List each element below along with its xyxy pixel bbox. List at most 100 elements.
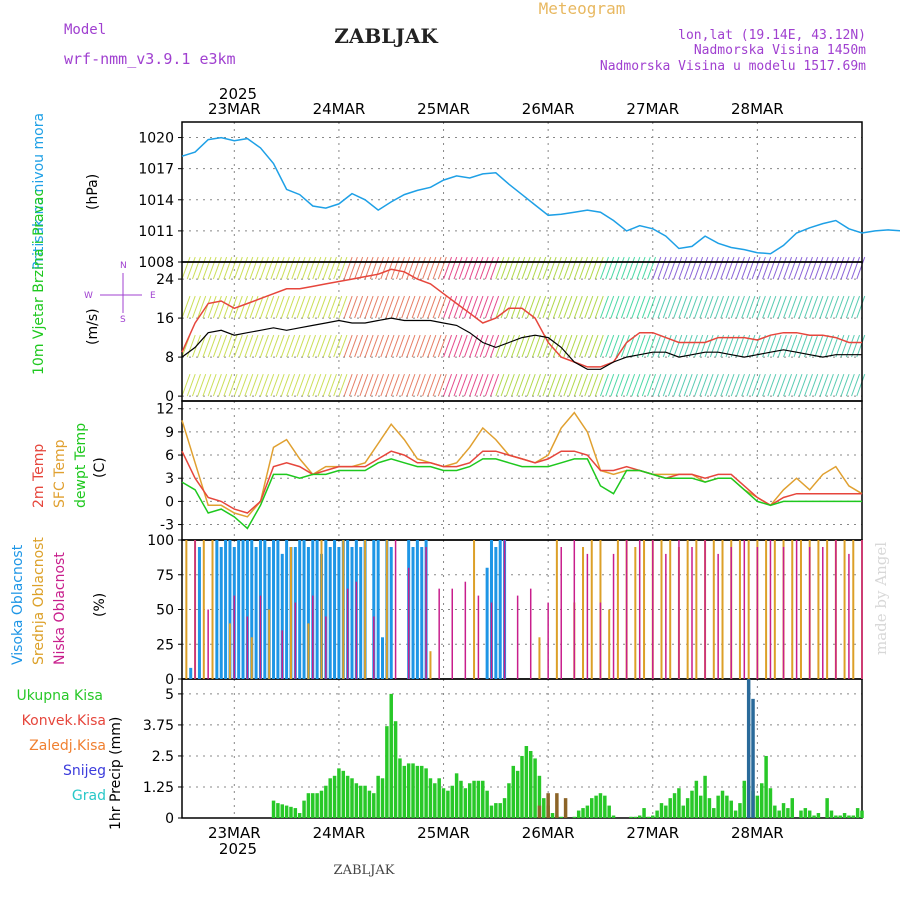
wind-barb	[432, 373, 442, 397]
wind-barb	[584, 373, 594, 397]
precip-bar	[315, 793, 319, 818]
precip-bar	[459, 780, 463, 818]
precip-bar	[424, 768, 428, 818]
wind-barb	[667, 256, 677, 280]
wind-barb	[422, 256, 432, 280]
cloud-unit: (%)	[92, 593, 108, 617]
wind-barb	[851, 334, 861, 358]
precip-bar	[594, 795, 598, 818]
wind-barb	[579, 373, 589, 397]
wind-barb	[395, 334, 405, 358]
wind-barb	[814, 256, 824, 280]
wind-barb	[259, 295, 269, 319]
wind-barb	[756, 373, 766, 397]
wind-barb	[207, 373, 217, 397]
wind-barb	[767, 373, 777, 397]
wind-barb	[207, 295, 217, 319]
precip-bar	[755, 795, 760, 818]
wind-barb	[735, 334, 745, 358]
wind-barb	[851, 256, 861, 280]
wind-barb	[626, 334, 636, 358]
precip-bar	[707, 798, 712, 818]
wind-barb	[715, 295, 725, 319]
precip-bar	[572, 816, 577, 818]
wind-barb	[406, 334, 416, 358]
wind-barb	[223, 295, 233, 319]
wind-barb	[317, 256, 327, 280]
wind-barb	[851, 295, 861, 319]
wind-barb	[505, 256, 515, 280]
wind-barb	[845, 295, 855, 319]
wind-barb	[286, 295, 296, 319]
precip-bar	[542, 798, 546, 818]
wind-barb	[631, 295, 641, 319]
wind-barb	[359, 373, 369, 397]
day-label-bottom: 28MAR	[731, 824, 784, 842]
wind-barb	[354, 334, 364, 358]
wind-barb	[197, 373, 207, 397]
wind-barb	[338, 295, 348, 319]
precip-bar	[816, 813, 821, 818]
wind-barb	[291, 373, 301, 397]
wind-barb	[584, 256, 594, 280]
wind-barb	[307, 256, 317, 280]
wind-barb	[490, 256, 500, 280]
wind-barb	[620, 256, 630, 280]
wind-barb	[777, 334, 787, 358]
wind-barb	[809, 295, 819, 319]
precip-bar	[829, 810, 834, 818]
y-tick-label: 0	[165, 811, 174, 827]
wind-barb	[385, 373, 395, 397]
wind-barb	[725, 256, 735, 280]
wind-barb	[474, 334, 484, 358]
wind-barb	[474, 295, 484, 319]
wind-barb	[636, 295, 646, 319]
wind-barb	[615, 295, 625, 319]
wind-barb	[448, 256, 458, 280]
precip-unit: 1hr Precip (mm)	[108, 717, 124, 830]
wind-barb	[673, 295, 683, 319]
wind-barb	[720, 373, 730, 397]
wind-barb	[547, 295, 557, 319]
wind-barb	[620, 295, 630, 319]
precip-bar	[358, 785, 363, 818]
wind-barb	[259, 256, 269, 280]
wind-barb	[626, 373, 636, 397]
wind-barb	[662, 295, 672, 319]
wind-barb	[197, 295, 207, 319]
wind-barb	[505, 334, 515, 358]
precip-bar	[803, 808, 808, 818]
wind-dir-east: E	[150, 291, 156, 301]
wind-barb	[683, 256, 693, 280]
wind-barb	[809, 256, 819, 280]
wind-barb	[265, 334, 275, 358]
wind-barb	[495, 295, 505, 319]
wind-barb	[484, 256, 494, 280]
wind-barb	[453, 373, 463, 397]
wind-barb	[443, 373, 453, 397]
wind-barb	[610, 334, 620, 358]
wind-barb	[767, 334, 777, 358]
wind-barb	[803, 373, 813, 397]
wind-barb	[788, 295, 798, 319]
precip-bar	[550, 813, 555, 818]
wind-barb	[427, 373, 437, 397]
precip-bar	[655, 810, 659, 818]
precip-bar	[502, 798, 507, 818]
y-tick-label: 0	[165, 672, 174, 688]
precip-bar	[498, 803, 502, 818]
wind-barb	[516, 334, 526, 358]
wind-barb	[338, 373, 348, 397]
wind-barb	[416, 373, 426, 397]
wind-barb	[218, 295, 228, 319]
wind-barb	[359, 334, 369, 358]
wind-barb	[615, 373, 625, 397]
wind-barb	[814, 295, 824, 319]
wind-barb	[364, 295, 374, 319]
wind-barb	[552, 256, 562, 280]
wind-barb	[594, 295, 604, 319]
wind-barb	[688, 373, 698, 397]
wind-barb	[448, 373, 458, 397]
wind-barb	[762, 373, 772, 397]
precip-bar	[337, 768, 341, 818]
